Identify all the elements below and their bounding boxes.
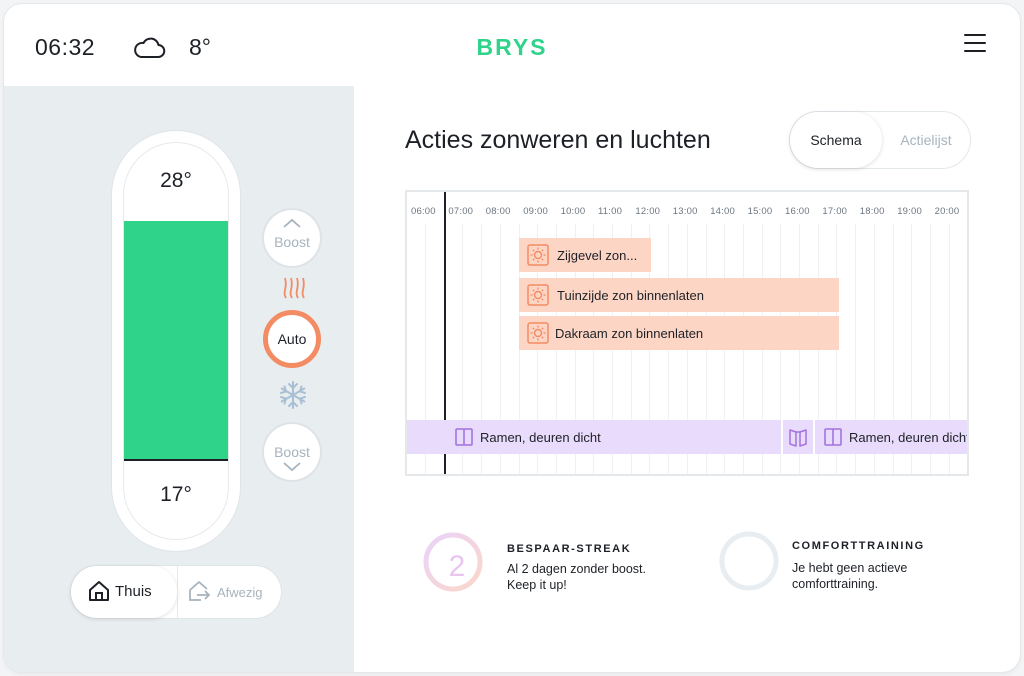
min-temperature[interactable]: 17° xyxy=(160,483,192,506)
chevron-down-icon xyxy=(283,462,301,472)
timeline-hour-label: 14:00 xyxy=(710,206,735,217)
window-open-icon xyxy=(789,429,807,447)
away-mode-label: Afwezig xyxy=(217,585,263,600)
action-bar-zijgevel[interactable]: Zijgevel zon... xyxy=(519,238,651,272)
snowflake-icon[interactable] xyxy=(278,380,308,410)
boost-down-button[interactable]: Boost xyxy=(264,424,320,480)
timeline-hour-label: 12:00 xyxy=(635,206,661,217)
timeline-hour-label: 20:00 xyxy=(934,206,960,217)
action-timeline: 06:00 07:00 08:00 09:00 10:00 11:00 12:00 13:00… xyxy=(405,190,969,476)
streak-text: Al 2 dagen zonder boost. Keep it up! xyxy=(507,562,646,592)
action-bar-ramen-2[interactable]: Ramen, deuren dicht xyxy=(815,420,969,454)
auto-mode-button[interactable]: Auto xyxy=(263,310,321,368)
timeline-gridline xyxy=(481,224,483,474)
timeline-gridline xyxy=(855,224,857,474)
hamburger-menu-icon[interactable] xyxy=(964,34,986,52)
timeline-gridline xyxy=(873,224,875,474)
window-closed-icon xyxy=(824,428,842,446)
timeline-gridline xyxy=(911,224,913,474)
timeline-hour-label: 10:00 xyxy=(560,206,586,217)
window-closed-icon xyxy=(455,428,473,446)
action-bar-tuinzijde[interactable]: Tuinzijde zon binnenlaten xyxy=(519,278,839,312)
timeline-hour-label: 07:00 xyxy=(448,206,474,217)
comfort-text: Je hebt geen actieve comforttraining. xyxy=(792,561,908,591)
action-bar-ramen-1[interactable]: Ramen, deuren dicht xyxy=(407,420,781,454)
view-toggle: Schema Actielijst xyxy=(790,112,970,168)
cloud-icon xyxy=(134,37,166,58)
streak-ring xyxy=(423,532,483,592)
tab-actielijst[interactable]: Actielijst xyxy=(900,132,952,148)
timeline-hour-label: 17:00 xyxy=(822,206,848,217)
timeline-gridline xyxy=(892,224,894,474)
action-label: Ramen, deuren dicht xyxy=(480,430,601,445)
thermostat-panel: 28° 17° Boost Auto xyxy=(4,86,354,672)
streak-count: 2 xyxy=(448,550,466,583)
house-icon xyxy=(89,581,109,601)
thermostat-range: 28° 17° xyxy=(112,131,240,551)
page-title: Acties zonweren en luchten xyxy=(405,126,711,154)
action-label: Tuinzijde zon binnenlaten xyxy=(557,288,704,303)
timeline-gridline xyxy=(499,224,501,474)
comfort-range-fill[interactable] xyxy=(124,221,228,461)
current-time-indicator xyxy=(444,192,446,474)
sun-icon xyxy=(527,322,549,344)
timeline-gridline xyxy=(967,224,968,476)
timeline-hour-label: 15:00 xyxy=(747,206,773,217)
boost-up-button[interactable]: Boost xyxy=(264,210,320,266)
timeline-gridline xyxy=(929,224,931,474)
thermostat-track[interactable]: 28° 17° xyxy=(124,143,228,539)
action-label: Ramen, deuren dicht xyxy=(849,430,969,445)
comfort-ring xyxy=(719,531,779,591)
action-label: Dakraam zon binnenlaten xyxy=(555,326,704,341)
timeline-hour-label: 13:00 xyxy=(672,206,698,217)
timeline-hour-label: 19:00 xyxy=(897,206,922,217)
mode-divider xyxy=(177,566,178,618)
sun-icon xyxy=(527,284,549,306)
timeline-gridline xyxy=(425,224,426,474)
action-label: Zijgevel zon... xyxy=(557,248,638,263)
outside-temperature: 8° xyxy=(189,34,211,60)
action-bar-dakraam[interactable]: Dakraam zon binnenlaten xyxy=(519,316,839,350)
top-bar: 06:32 8° BRYS xyxy=(4,4,1020,86)
timeline-gridline xyxy=(948,224,950,474)
timeline-hour-label: 18:00 xyxy=(859,206,885,217)
timeline-hour-label: 08:00 xyxy=(485,206,511,217)
house-exit-icon xyxy=(189,581,211,601)
home-mode-label: Thuis xyxy=(115,583,152,600)
home-mode-button[interactable]: Thuis xyxy=(71,566,177,618)
timeline-hour-label: 11:00 xyxy=(598,206,623,217)
timeline-hour-label: 06:00 xyxy=(411,206,436,217)
tab-schema[interactable]: Schema xyxy=(790,112,882,168)
presence-switch: Thuis Afwezig xyxy=(71,566,281,618)
sun-icon xyxy=(527,244,549,266)
max-temperature[interactable]: 28° xyxy=(160,169,192,192)
comfort-title: COMFORTTRAINING xyxy=(792,540,925,552)
timeline-hour-label: 16:00 xyxy=(785,206,810,217)
streak-title: BESPAAR-STREAK xyxy=(507,543,632,555)
action-bar-ramen-open[interactable] xyxy=(783,420,813,454)
heat-waves-icon xyxy=(283,277,305,299)
brand-logo: BRYS xyxy=(476,34,548,60)
chevron-up-icon xyxy=(283,218,301,228)
clock: 06:32 xyxy=(35,34,96,60)
timeline-hour-label: 09:00 xyxy=(523,206,548,217)
app-frame: 06:32 8° BRYS 28° 17° Boost xyxy=(4,4,1020,672)
boost-up-label: Boost xyxy=(274,234,310,250)
boost-down-label: Boost xyxy=(274,444,310,460)
timeline-gridline xyxy=(462,224,464,474)
